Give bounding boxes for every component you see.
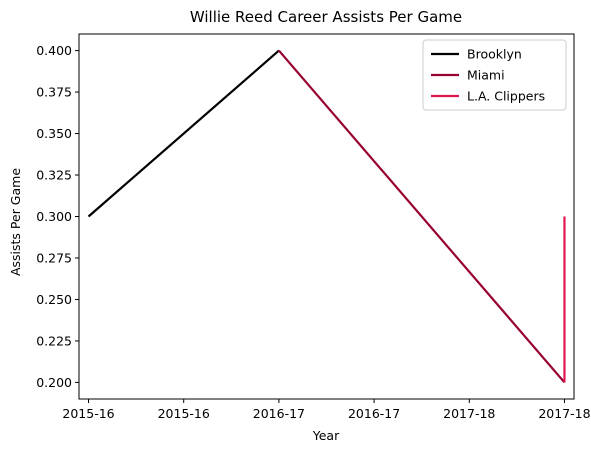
x-tick-label: 2017-18: [443, 406, 495, 421]
y-axis: 0.200 0.225 0.250 0.275 0.300 0.325 0.350 0.375…: [36, 43, 79, 390]
x-axis: 2015-16 2015-16 2016-17 2016-17 2017-18 2017-…: [62, 399, 590, 421]
y-tick-label: 0.275: [36, 250, 72, 265]
legend: Brooklyn Miami L.A. Clippers: [423, 40, 566, 110]
legend-label: L.A. Clippers: [467, 89, 545, 104]
y-tick-label: 0.375: [36, 85, 72, 100]
x-tick-label: 2015-16: [62, 406, 114, 421]
x-axis-title: Year: [312, 428, 340, 443]
legend-label: Brooklyn: [467, 47, 522, 62]
y-axis-title: Assists Per Game: [8, 168, 23, 276]
y-tick-label: 0.225: [36, 333, 72, 348]
y-tick-label: 0.250: [36, 292, 72, 307]
x-tick-label: 2015-16: [158, 406, 210, 421]
chart-title: Willie Reed Career Assists Per Game: [190, 8, 462, 26]
series-line-0: [89, 51, 279, 217]
y-tick-label: 0.200: [36, 375, 72, 390]
legend-label: Miami: [467, 68, 505, 83]
y-tick-label: 0.300: [36, 209, 72, 224]
x-tick-label: 2016-17: [348, 406, 400, 421]
y-tick-label: 0.350: [36, 126, 72, 141]
x-tick-label: 2016-17: [253, 406, 305, 421]
y-tick-label: 0.400: [36, 43, 72, 58]
x-tick-label: 2017-18: [538, 406, 590, 421]
y-tick-label: 0.325: [36, 168, 72, 183]
